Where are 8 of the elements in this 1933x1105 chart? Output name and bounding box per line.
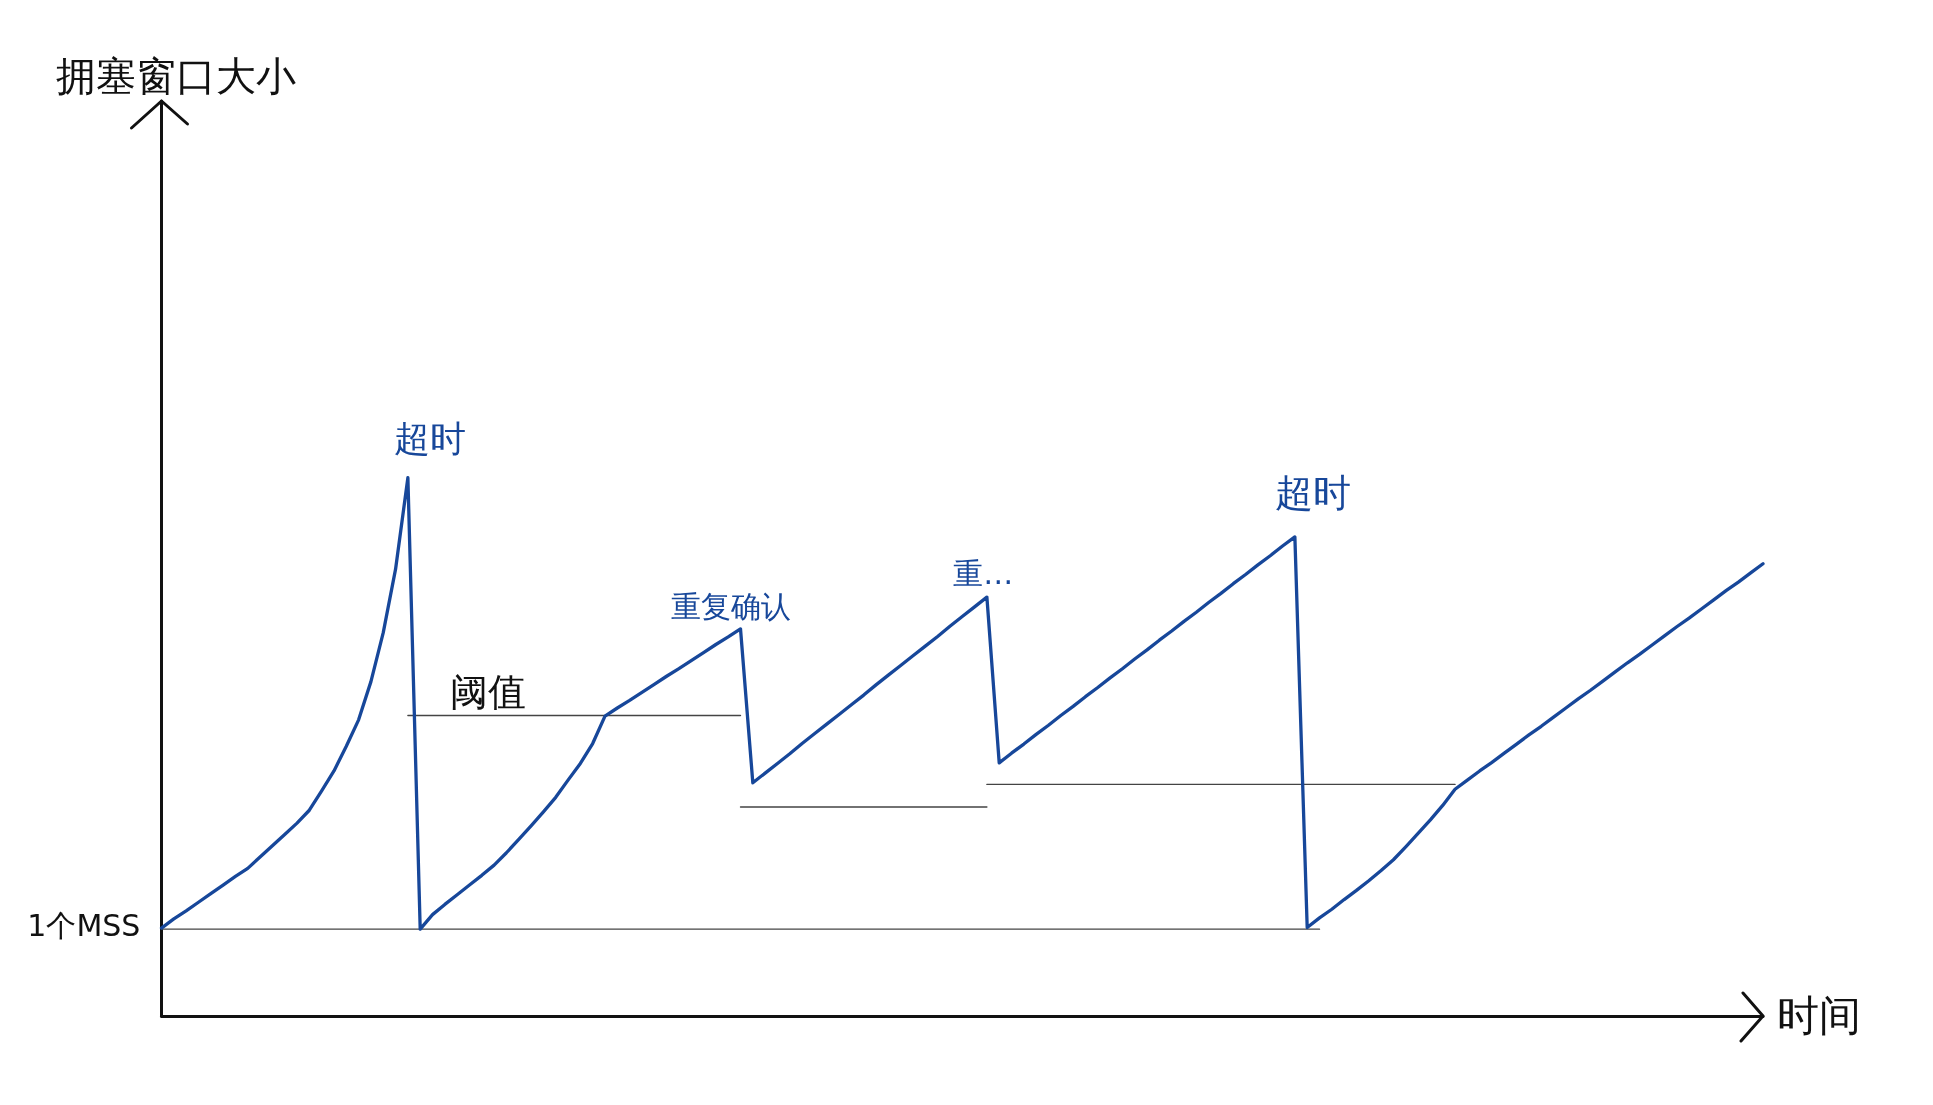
annotation: 重…: [953, 555, 1014, 591]
annotation: 超时: [1275, 471, 1352, 515]
x-axis-title: 时间: [1777, 991, 1861, 1041]
text: 拥塞窗口大小: [56, 53, 297, 99]
text: 超时: [394, 417, 467, 459]
text: 1个MSS: [27, 907, 141, 943]
annotation: 重复确认: [670, 589, 791, 625]
annotation: 阈值: [449, 669, 526, 714]
